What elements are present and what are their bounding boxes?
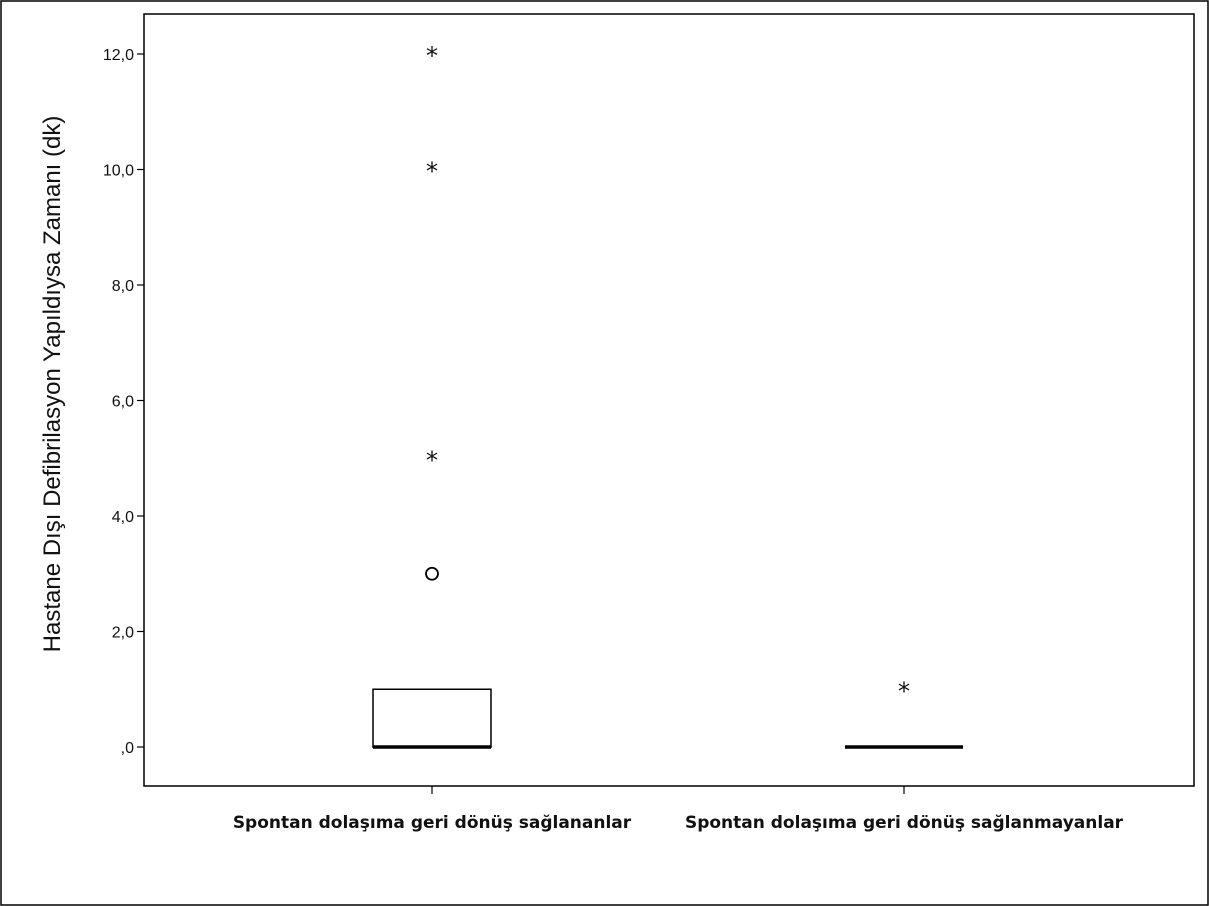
y-tick-label: ,0: [121, 740, 134, 757]
box-iqr: [372, 688, 492, 748]
y-axis-title: Hastane Dışı Defibrilasyon Yapıldıysa Za…: [39, 116, 66, 653]
outlier-star: *: [426, 158, 438, 186]
outlier-star: *: [898, 677, 910, 705]
y-tick-label: 2,0: [112, 625, 134, 642]
boxes: * * * *: [372, 42, 963, 749]
y-tick-label: 12,0: [103, 47, 134, 64]
x-category-label: Spontan dolaşıma geri dönüş sağlanmayanl…: [685, 813, 1124, 833]
y-tick-label: 10,0: [103, 163, 134, 180]
outlier-star: *: [426, 446, 438, 474]
y-tick-label: 6,0: [112, 394, 134, 411]
outlier-star: *: [426, 42, 438, 70]
x-category-label: Spontan dolaşıma geri dönüş sağlananlar: [233, 813, 632, 833]
outlier-circle: [425, 566, 439, 581]
box-group: *: [845, 677, 963, 749]
x-axis: Spontan dolaşıma geri dönüş sağlananlar S…: [233, 786, 1124, 833]
y-tick-label: 8,0: [112, 278, 134, 295]
box-group: * * *: [372, 42, 492, 749]
y-axis: ,0 2,0 4,0 6,0 8,0 10,0 12,0: [103, 47, 144, 757]
y-tick-label: 4,0: [112, 509, 134, 526]
